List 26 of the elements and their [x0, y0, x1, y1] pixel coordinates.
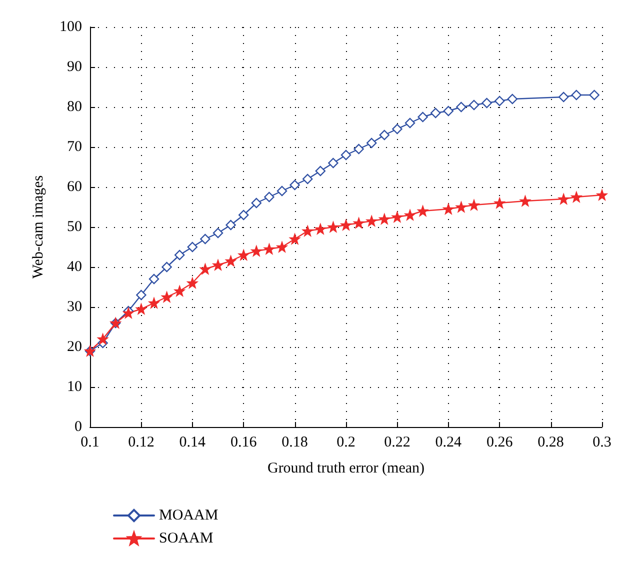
legend-label: MOAAM — [159, 508, 218, 524]
y-tick-label: 30 — [67, 299, 82, 315]
x-tick-label: 0.14 — [179, 434, 206, 450]
legend-label: SOAAM — [159, 530, 214, 546]
x-tick-label: 0.3 — [592, 434, 612, 450]
y-tick-label: 70 — [67, 139, 82, 155]
x-tick-label: 0.26 — [486, 434, 514, 450]
y-tick-label: 20 — [67, 339, 82, 355]
y-tick-label: 0 — [74, 419, 82, 435]
y-tick-label: 60 — [67, 179, 82, 195]
y-tick-label: 90 — [67, 59, 82, 75]
x-tick-label: 0.28 — [538, 434, 564, 450]
x-tick-label: 0.24 — [435, 434, 462, 450]
y-tick-label: 50 — [67, 219, 82, 235]
y-tick-label: 40 — [67, 259, 82, 275]
y-tick-label: 80 — [67, 99, 82, 115]
x-tick-label: 0.18 — [282, 434, 308, 450]
x-tick-label: 0.16 — [230, 434, 258, 450]
y-axis-title: Web-cam images — [30, 175, 46, 279]
x-tick-label: 0.12 — [128, 434, 154, 450]
x-tick-label: 0.1 — [80, 434, 100, 450]
x-tick-label: 0.2 — [336, 434, 356, 450]
x-axis-title: Ground truth error (mean) — [267, 460, 425, 476]
y-tick-label: 100 — [60, 19, 82, 35]
x-tick-label: 0.22 — [384, 434, 410, 450]
y-tick-label: 10 — [67, 379, 82, 395]
